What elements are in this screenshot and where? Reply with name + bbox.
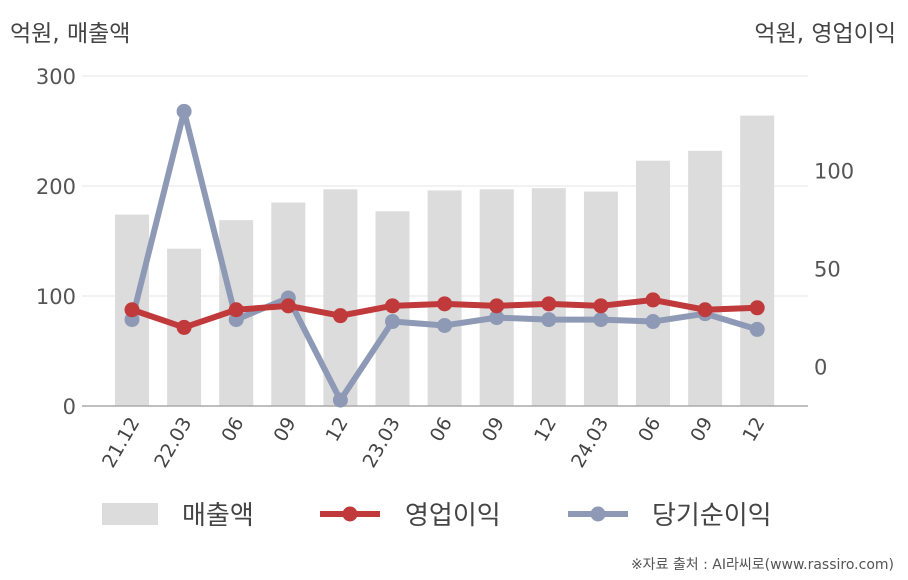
series-point [593, 298, 609, 314]
series-point [749, 321, 765, 337]
right-tick-label: 50 [814, 258, 841, 282]
legend-label: 영업이익 [405, 501, 501, 531]
right-tick-label: 0 [814, 356, 827, 380]
series-point [749, 300, 765, 316]
x-tick-label: 12 [530, 414, 561, 446]
right-axis-unit-label: 억원, 영업이익 [754, 21, 896, 47]
x-tick-label: 09 [269, 414, 300, 446]
x-tick-label: 06 [426, 414, 457, 446]
series-point [176, 103, 192, 119]
x-tick-label: 22.03 [150, 414, 196, 472]
legend-label: 당기순이익 [652, 501, 772, 531]
right-tick-label: 100 [814, 159, 854, 183]
series-point [228, 302, 244, 318]
source-note: ※자료 출처 : AI라씨로(www.rassiro.com) [630, 557, 894, 573]
series-point [645, 292, 661, 308]
series-point [489, 310, 505, 326]
x-tick-label: 21.12 [98, 414, 144, 472]
series-point [437, 296, 453, 312]
series-point [332, 392, 348, 408]
left-tick-label: 200 [36, 175, 76, 199]
x-tick-label: 23.03 [359, 414, 405, 472]
series-point [645, 314, 661, 330]
series-point [385, 298, 400, 314]
bar [740, 115, 775, 406]
series-point [176, 319, 192, 335]
x-tick-label: 09 [686, 414, 717, 446]
bar [688, 150, 723, 406]
series-point [541, 312, 557, 328]
series-point [697, 302, 713, 318]
x-tick-label: 12 [322, 414, 353, 446]
x-tick-label: 24.03 [567, 414, 613, 472]
x-tick-label: 06 [217, 414, 248, 446]
bar [636, 160, 670, 406]
series-point [332, 308, 348, 324]
bar [323, 189, 358, 406]
series-point [385, 314, 400, 330]
bar [479, 189, 514, 406]
left-axis-unit-label: 억원, 매출액 [10, 21, 131, 47]
series-point [541, 296, 557, 312]
x-tick-label: 06 [634, 414, 665, 446]
left-tick-label: 0 [63, 395, 76, 419]
legend-swatch-marker [342, 506, 358, 522]
legend-label: 매출액 [182, 501, 254, 531]
left-tick-label: 300 [36, 65, 76, 89]
legend-swatch-bar [102, 503, 158, 525]
series-point [593, 312, 609, 328]
series-point [437, 317, 453, 333]
series-point [124, 302, 140, 318]
series-point [489, 298, 505, 314]
legend-swatch-marker [590, 506, 606, 522]
left-tick-label: 100 [36, 285, 76, 309]
x-tick-label: 09 [478, 414, 509, 446]
x-tick-label: 12 [738, 414, 769, 446]
series-point [280, 298, 296, 314]
